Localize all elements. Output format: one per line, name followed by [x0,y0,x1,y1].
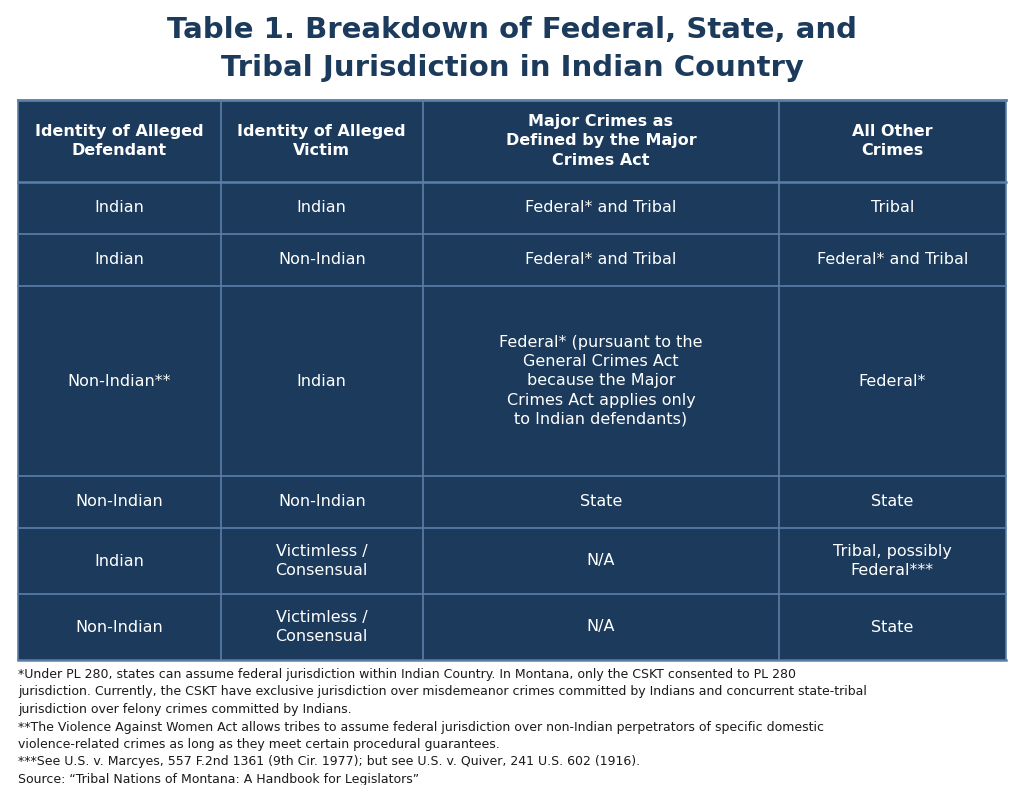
Text: State: State [580,495,623,509]
Bar [423,594,779,660]
Bar [779,100,1006,182]
Text: N/A: N/A [587,619,615,634]
Text: All Other
Crimes: All Other Crimes [852,124,933,158]
Bar [423,234,779,286]
Bar [779,528,1006,594]
Bar [779,182,1006,234]
Text: State: State [871,495,913,509]
Bar [423,476,779,528]
Bar [423,528,779,594]
Text: Federal* and Tribal: Federal* and Tribal [525,200,677,216]
Text: Non-Indian: Non-Indian [278,495,366,509]
Text: Tribal Jurisdiction in Indian Country: Tribal Jurisdiction in Indian Country [220,54,804,82]
Text: Indian: Indian [94,553,144,568]
Bar [18,234,220,286]
Text: Identity of Alleged
Victim: Identity of Alleged Victim [238,124,407,158]
Text: Indian: Indian [94,200,144,216]
Bar [779,476,1006,528]
Text: Non-Indian: Non-Indian [76,495,163,509]
Text: Indian: Indian [297,200,347,216]
Text: Tribal, possibly
Federal***: Tribal, possibly Federal*** [833,544,952,578]
Text: Federal* (pursuant to the
General Crimes Act
because the Major
Crimes Act applie: Federal* (pursuant to the General Crimes… [499,335,702,427]
Bar [220,182,423,234]
Text: Major Crimes as
Defined by the Major
Crimes Act: Major Crimes as Defined by the Major Cri… [506,115,696,168]
Bar [423,100,779,182]
Text: Victimless /
Consensual: Victimless / Consensual [275,610,368,644]
Text: *Under PL 280, states can assume federal jurisdiction within Indian Country. In : *Under PL 280, states can assume federal… [18,668,867,785]
Text: Victimless /
Consensual: Victimless / Consensual [275,544,368,578]
Text: Identity of Alleged
Defendant: Identity of Alleged Defendant [35,124,204,158]
Bar [220,594,423,660]
Bar [18,528,220,594]
Text: Non-Indian: Non-Indian [76,619,163,634]
Bar [779,286,1006,476]
Bar [18,100,220,182]
Bar [18,286,220,476]
Text: Federal* and Tribal: Federal* and Tribal [817,253,968,268]
Bar [220,528,423,594]
Bar [220,286,423,476]
Bar [220,234,423,286]
Text: Federal*: Federal* [859,374,926,389]
Text: Federal* and Tribal: Federal* and Tribal [525,253,677,268]
Text: Tribal: Tribal [870,200,914,216]
Text: State: State [871,619,913,634]
Text: N/A: N/A [587,553,615,568]
Text: Indian: Indian [94,253,144,268]
Bar [18,476,220,528]
Bar [220,100,423,182]
Bar [423,182,779,234]
Bar [779,234,1006,286]
Bar [779,594,1006,660]
Text: Non-Indian: Non-Indian [278,253,366,268]
Text: Indian: Indian [297,374,347,389]
Bar [18,594,220,660]
Bar [423,286,779,476]
Text: Table 1. Breakdown of Federal, State, and: Table 1. Breakdown of Federal, State, an… [167,16,857,44]
Bar [18,182,220,234]
Bar [220,476,423,528]
Text: Non-Indian**: Non-Indian** [68,374,171,389]
